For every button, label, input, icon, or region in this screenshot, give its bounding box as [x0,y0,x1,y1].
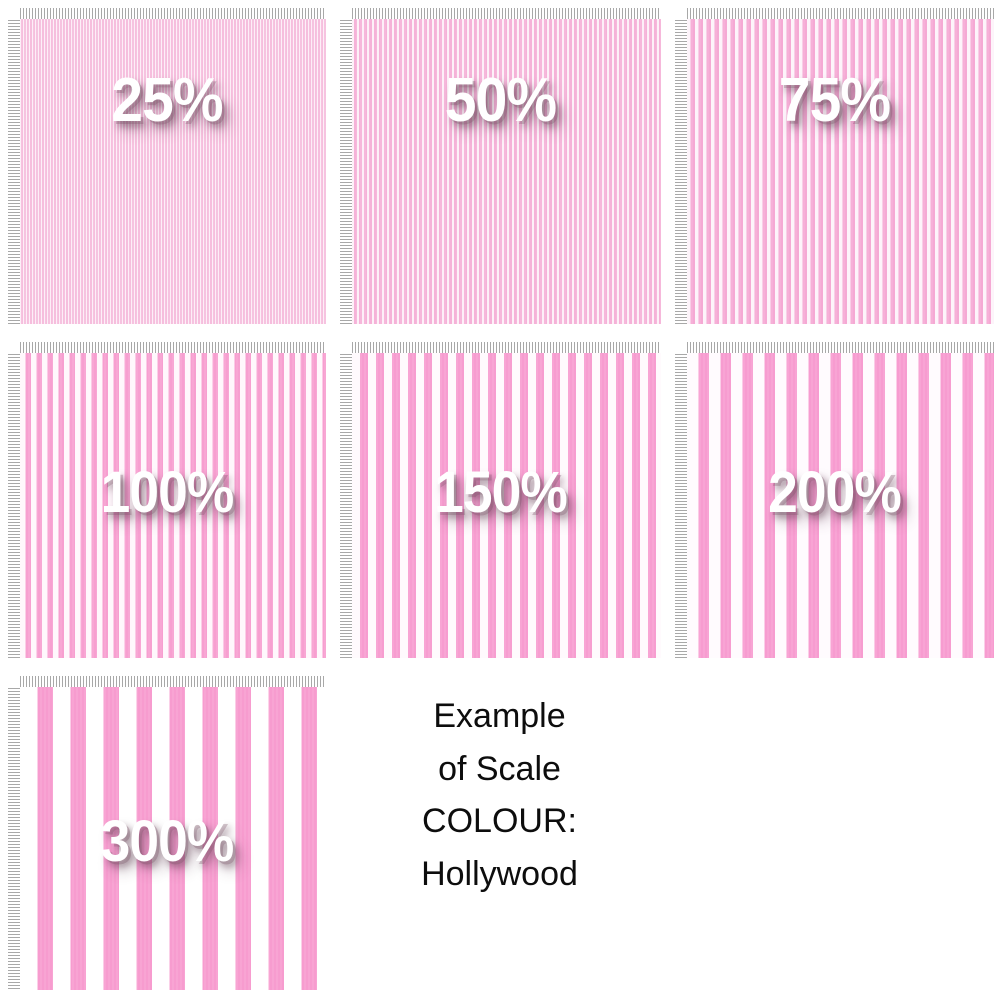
ruler-corner [340,342,352,353]
ruler-left-25 [8,8,20,324]
fabric-sheen [352,353,661,658]
fabric-stripes-100 [20,353,326,658]
swatch-cell-100[interactable]: 100% [0,334,332,668]
swatch-cell-200[interactable]: 200% [667,334,1000,668]
swatch-75[interactable]: 75% [675,8,994,324]
ruler-corner [8,342,20,353]
swatch-cell-25[interactable]: 25% [0,0,332,334]
swatch-150[interactable]: 150% [340,342,661,658]
ruler-left-150 [340,342,352,658]
ruler-corner [675,8,687,19]
ruler-ticks [675,342,687,658]
ruler-top-50 [352,8,661,19]
swatch-cell-50[interactable]: 50% [332,0,667,334]
fabric-sheen [20,353,326,658]
ruler-ticks [687,342,994,353]
swatch-50[interactable]: 50% [340,8,661,324]
swatch-cell-75[interactable]: 75% [667,0,1000,334]
ruler-ticks [8,8,20,324]
fabric-stripes-75 [687,19,994,324]
empty-cell [667,668,1000,1000]
swatch-cell-300[interactable]: 300% [0,668,332,1000]
ruler-top-200 [687,342,994,353]
ruler-top-75 [687,8,994,19]
caption-line-2: of Scale [438,749,561,788]
ruler-top-300 [20,676,326,687]
fabric-sheen [20,19,326,324]
swatch-100[interactable]: 100% [8,342,326,658]
caption-line-3: COLOUR: [422,802,577,841]
swatch-25[interactable]: 25% [8,8,326,324]
ruler-ticks [675,8,687,324]
fabric-sheen [352,19,661,324]
ruler-top-25 [20,8,326,19]
ruler-left-100 [8,342,20,658]
ruler-corner [8,676,20,687]
ruler-ticks [687,8,994,19]
ruler-left-200 [675,342,687,658]
fabric-stripes-200 [687,353,994,658]
ruler-ticks [340,342,352,658]
fabric-stripes-25 [20,19,326,324]
ruler-corner [8,8,20,19]
swatch-200[interactable]: 200% [675,342,994,658]
caption-block: Example of Scale COLOUR: Hollywood [332,690,667,901]
caption-cell: Example of Scale COLOUR: Hollywood [332,668,667,1000]
ruler-ticks [352,342,661,353]
ruler-left-300 [8,676,20,990]
fabric-stripes-50 [352,19,661,324]
fabric-sheen [687,19,994,324]
ruler-left-75 [675,8,687,324]
swatch-300[interactable]: 300% [8,676,326,990]
fabric-sheen [687,353,994,658]
fabric-stripes-150 [352,353,661,658]
ruler-ticks [352,8,661,19]
fabric-stripes-300 [20,687,326,990]
ruler-ticks [8,676,20,990]
ruler-corner [340,8,352,19]
ruler-top-150 [352,342,661,353]
fabric-sheen [20,687,326,990]
ruler-left-50 [340,8,352,324]
ruler-ticks [20,8,326,19]
ruler-ticks [8,342,20,658]
ruler-ticks [20,342,326,353]
ruler-ticks [340,8,352,324]
ruler-ticks [20,676,326,687]
ruler-corner [675,342,687,353]
ruler-top-100 [20,342,326,353]
caption-line-1: Example [433,697,566,735]
caption-colour-name: Hollywood [421,855,578,894]
swatch-cell-150[interactable]: 150% [332,334,667,668]
